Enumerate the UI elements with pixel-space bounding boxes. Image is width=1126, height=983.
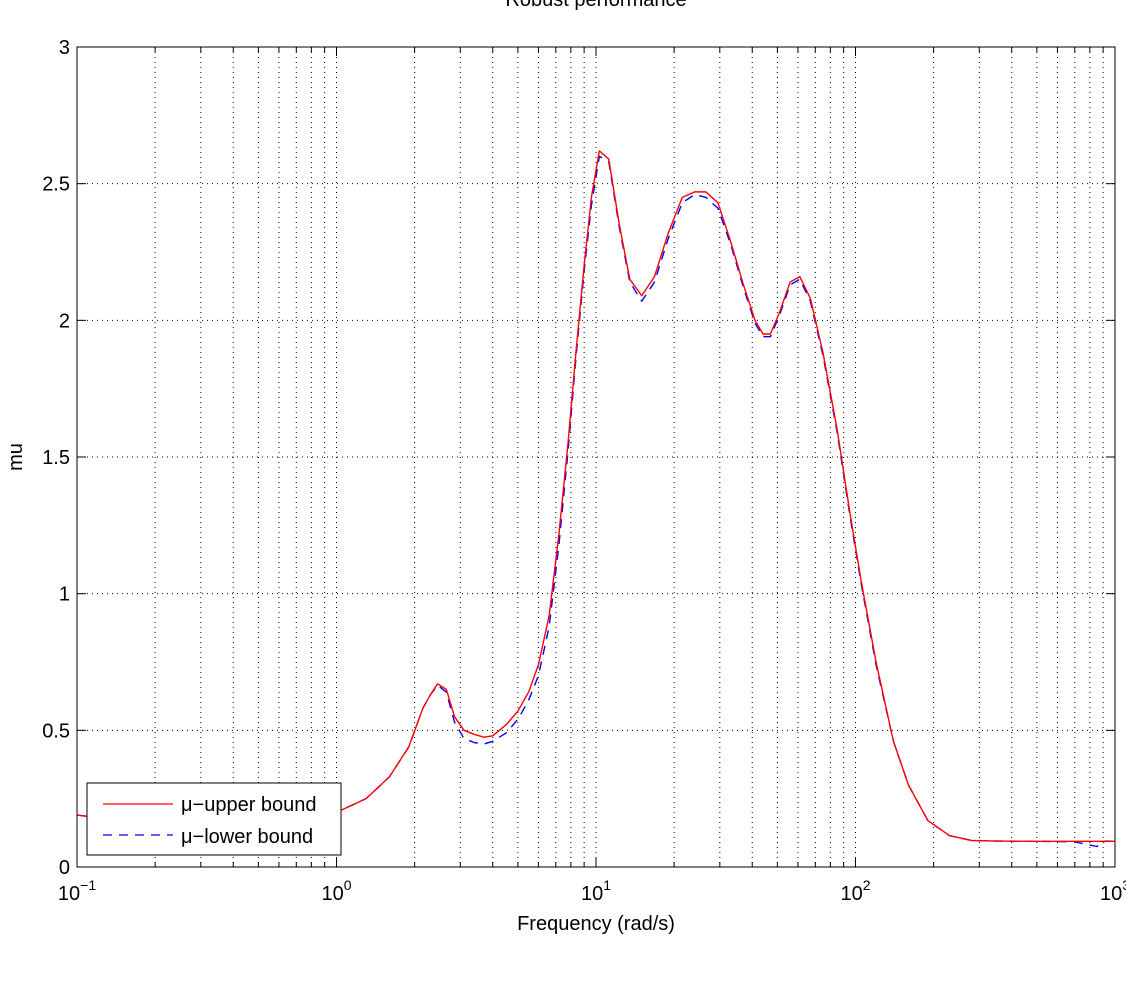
y-tick-label: 0.5 [42, 720, 70, 742]
x-tick-label: 103 [1100, 877, 1126, 905]
y-tick-labels: 0 0.5 1 1.5 2 2.5 3 [42, 37, 70, 879]
legend-label-lower: μ−lower bound [181, 826, 313, 848]
y-tick-label: 2.5 [42, 174, 70, 196]
y-tick-label: 0 [59, 857, 70, 879]
x-tick-label: 102 [840, 877, 870, 905]
series-layer [76, 150, 1116, 848]
axis-ticks [76, 46, 1115, 868]
x-tick-labels: 10−1 100 101 102 103 [58, 877, 1126, 905]
y-tick-label: 1.5 [42, 447, 70, 469]
legend-label-upper: μ−upper bound [181, 794, 317, 816]
series-line-upper-bound [76, 150, 1115, 843]
x-tick-label: 10−1 [58, 877, 96, 905]
y-tick-label: 3 [59, 37, 70, 59]
y-tick-label: 1 [59, 584, 70, 606]
legend: μ−upper bound μ−lower bound [86, 782, 342, 856]
grid-lines [77, 47, 1115, 867]
chart-title: Robust performance [505, 0, 686, 11]
legend-box [86, 782, 342, 856]
x-tick-label: 101 [581, 877, 611, 905]
y-tick-label: 2 [59, 310, 70, 332]
x-tick-label: 100 [321, 877, 351, 905]
y-axis-label: mu [5, 443, 27, 471]
x-axis-label: Frequency (rad/s) [517, 913, 675, 935]
plot-frame [76, 46, 1116, 868]
